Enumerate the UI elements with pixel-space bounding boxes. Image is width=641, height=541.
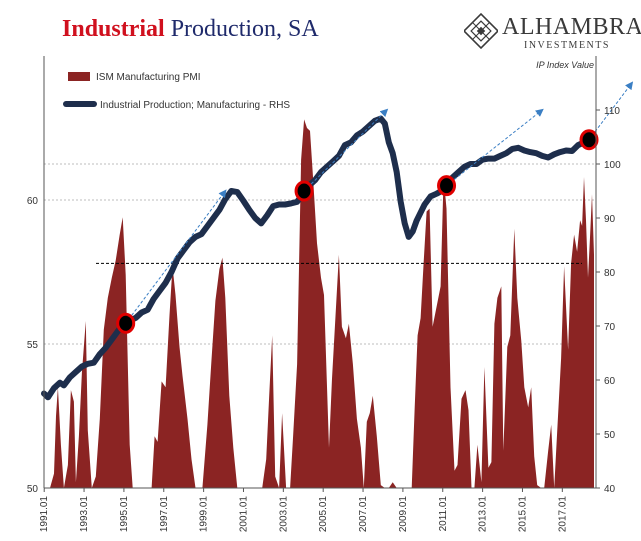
logo-subtitle: INVESTMENTS (524, 40, 610, 51)
right-tick-label: 60 (604, 376, 616, 387)
x-tick-label: 2017.01 (557, 496, 568, 533)
highlight-marker (294, 180, 314, 202)
highlight-marker (116, 312, 136, 334)
trend-arrow (303, 108, 389, 192)
x-tick-label: 2013.01 (478, 496, 489, 533)
right-tick-label: 80 (604, 268, 616, 279)
pmi-area (44, 119, 594, 489)
logo-name: ALHAMBRA (502, 14, 641, 40)
legend-label-pmi: ISM Manufacturing PMI (96, 72, 200, 83)
x-tick-label: 2011.01 (438, 496, 449, 532)
x-tick-label: 2001.01 (238, 496, 249, 533)
x-tick-label: 2003.01 (278, 496, 289, 533)
right-tick-label: 110 (604, 106, 620, 117)
trend-arrow (446, 108, 544, 186)
right-tick-label: 70 (604, 322, 616, 333)
trend-arrow (125, 189, 227, 324)
legend-label-ip: Industrial Production; Manufacturing - R… (100, 100, 290, 111)
x-tick-label: 2007.01 (358, 496, 369, 533)
chart-title-part1: Industrial (62, 16, 165, 42)
pmi-area-series (44, 119, 594, 489)
left-tick-label: 60 (27, 196, 39, 207)
legend-swatch-pmi (68, 72, 90, 81)
x-tick-label: 2009.01 (398, 496, 409, 533)
right-tick-label: 40 (604, 484, 616, 495)
right-axis-title: IP Index Value (536, 60, 594, 70)
left-tick-label: 50 (27, 484, 39, 495)
ip-line (41, 115, 597, 401)
left-tick-label: 55 (27, 340, 39, 351)
x-tick-label: 1997.01 (159, 496, 170, 533)
chart-title-part2: Production, SA (170, 16, 319, 42)
highlight-marker (579, 129, 599, 151)
x-tick-label: 2015.01 (517, 496, 528, 533)
x-tick-label: 1995.01 (119, 496, 130, 533)
highlight-marker (437, 175, 457, 197)
legend: ISM Manufacturing PMI Industrial Product… (63, 72, 290, 111)
x-tick-label: 1993.01 (79, 496, 90, 533)
x-tick-label: 2005.01 (318, 496, 329, 533)
highlight-markers (116, 129, 599, 334)
right-tick-label: 100 (604, 160, 621, 171)
right-tick-label: 50 (604, 430, 616, 441)
chart-title: Industrial Production, SA (62, 16, 319, 43)
x-tick-label: 1999.01 (199, 496, 210, 533)
axes: 50 55 60 40 50 60 70 80 90 100 110 1991.01 1993.01 19… (27, 56, 621, 532)
right-tick-label: 90 (604, 214, 616, 225)
x-tick-label: 1991.01 (39, 496, 50, 533)
alhambra-emblem-icon (462, 12, 500, 50)
alhambra-logo: ALHAMBRA INVESTMENTS (462, 12, 641, 52)
ip-line-series (41, 115, 597, 401)
